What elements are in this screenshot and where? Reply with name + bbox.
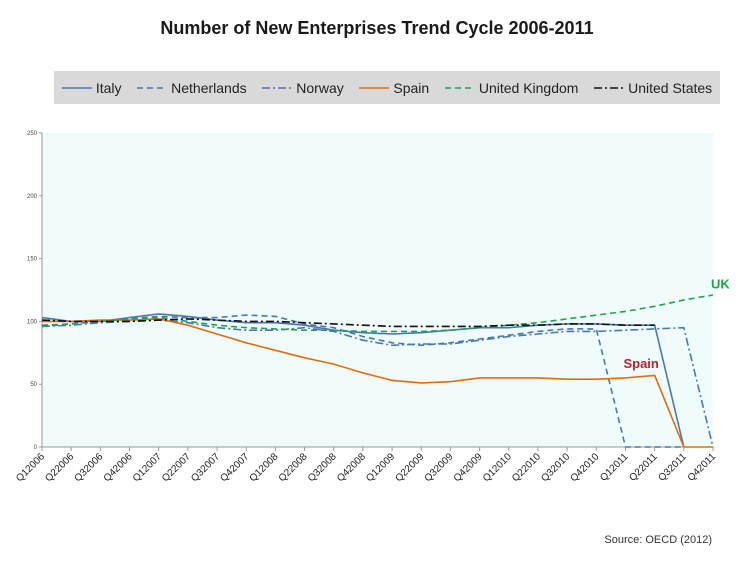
x-tick-label: Q32006 — [73, 451, 106, 484]
legend-label: Italy — [95, 79, 122, 96]
source-note: Source: OECD (2012) — [604, 534, 712, 546]
x-tick-label: Q22009 — [393, 451, 426, 484]
series-line-spain — [42, 318, 713, 448]
x-tick-label: Q22011 — [627, 451, 660, 484]
y-tick-label: 250 — [27, 131, 38, 137]
legend-label: Netherlands — [171, 79, 247, 96]
x-tick-label: Q12007 — [131, 451, 164, 484]
x-tick-label: Q12008 — [248, 451, 281, 484]
legend-swatch — [262, 86, 293, 89]
y-tick-label: 150 — [27, 257, 38, 263]
y-tick-label: 100 — [27, 319, 38, 325]
legend-swatch — [61, 86, 92, 89]
legend-item-netherlands: Netherlands — [137, 80, 247, 96]
x-tick-label: Q32008 — [306, 451, 339, 484]
x-tick-label: Q32007 — [189, 451, 222, 484]
series-line-netherlands — [41, 314, 684, 448]
x-tick-label: Q42010 — [568, 451, 601, 484]
x-tick-label: Q12006 — [14, 451, 47, 484]
legend-label: Norway — [296, 79, 344, 96]
series-line-united-kingdom — [41, 294, 714, 333]
x-tick-label: Q42009 — [452, 451, 485, 484]
x-tick-label: Q32009 — [423, 451, 456, 484]
legend-item-norway: Norway — [262, 79, 344, 96]
y-tick-label: 200 — [27, 194, 38, 200]
x-tick-label: Q42011 — [686, 451, 719, 484]
x-tick-label: Q32010 — [539, 451, 572, 484]
x-tick-label: Q42008 — [335, 451, 368, 484]
legend-label: United Kingdom — [478, 79, 579, 96]
legend-item-spain: Spain — [359, 80, 429, 96]
legend-swatch — [359, 86, 390, 89]
x-tick-label: Q22010 — [510, 451, 543, 484]
legend-swatch — [594, 86, 625, 89]
x-tick-label: Q12009 — [364, 451, 397, 484]
legend-item-italy: Italy — [61, 79, 122, 96]
annotation-spain: Spain — [623, 356, 658, 371]
line-chart: 050100150200250Q12006Q22006Q32006Q42006Q… — [14, 131, 730, 484]
series-line-norway — [41, 319, 714, 448]
plot-area — [42, 133, 713, 447]
x-tick-label: Q32011 — [657, 451, 690, 484]
x-tick-label: Q22006 — [43, 451, 76, 484]
y-tick-label: 0 — [34, 445, 38, 451]
chart-title: Number of New Enterprises Trend Cycle 20… — [160, 18, 594, 38]
legend-label: United States — [628, 79, 713, 96]
x-tick-label: Q12011 — [598, 451, 631, 484]
legend-item-united-kingdom: United Kingdom — [444, 79, 579, 96]
legend-item-united-states: United States — [594, 80, 712, 96]
legend-label: Spain — [393, 79, 430, 96]
series-line-united-states — [41, 318, 655, 328]
legend-swatch — [444, 86, 475, 89]
x-tick-label: Q42006 — [102, 451, 135, 484]
x-tick-label: Q12010 — [481, 451, 514, 484]
annotation-uk: UK — [711, 277, 730, 292]
legend-swatch — [137, 86, 168, 89]
legend: Italy Netherlands Norway Spain United Kingdo… — [54, 71, 720, 104]
y-tick-label: 50 — [30, 382, 37, 388]
x-tick-label: Q22007 — [160, 451, 193, 484]
x-tick-label: Q42007 — [218, 451, 251, 484]
x-tick-label: Q22008 — [277, 451, 310, 484]
